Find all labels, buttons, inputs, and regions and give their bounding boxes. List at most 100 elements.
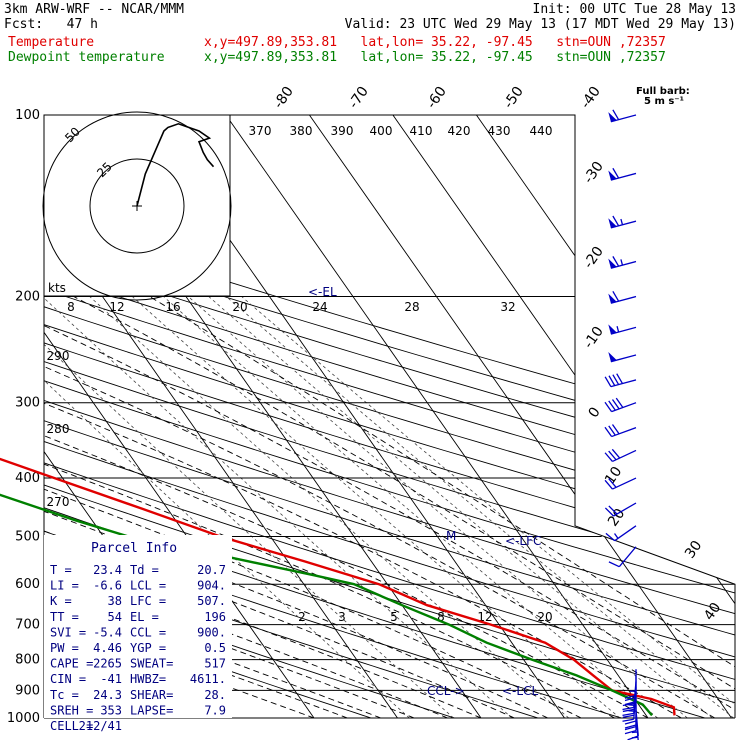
parcel-value: 28. [204, 688, 226, 702]
parcel-key: Tc = [50, 688, 79, 702]
isotherm-label: 40 [701, 600, 724, 624]
parcel-value: -41 [100, 672, 122, 686]
parcel-value: 38 [108, 594, 122, 608]
theta-label: 290 [47, 349, 70, 363]
isotherm [44, 115, 315, 718]
parcel-value: 54 [108, 610, 122, 624]
mixing-ratio-label: 5 [390, 610, 398, 624]
wind-barb [608, 352, 637, 363]
wind-barb [608, 291, 637, 304]
parcel-key: EL = [130, 610, 159, 624]
isotherm [476, 115, 735, 718]
parcel-value: 7.9 [204, 703, 226, 717]
parcel-value: 507. [197, 594, 226, 608]
level-marker: CCL-> [427, 684, 465, 698]
mixing-ratio-line [44, 296, 513, 718]
pressure-label: 100 [15, 108, 40, 123]
wind-barb [604, 448, 637, 463]
parcel-key: LAPSE= [130, 703, 173, 717]
mixing-ratio-label: 3 [338, 610, 346, 624]
mixing-ratio-label: 8 [437, 610, 445, 624]
pressure-label: 400 [15, 471, 40, 486]
parcel-value: 196 [204, 610, 226, 624]
pressure-label: 1000 [7, 711, 40, 726]
mixing-ratio-line [241, 296, 735, 718]
isotherm-label: -10 [581, 324, 607, 352]
parcel-value: 900. [197, 625, 226, 639]
parcel-value: 904. [197, 579, 226, 593]
isotherm-label: -60 [424, 84, 450, 112]
wind-barb [604, 397, 637, 413]
parcel-value: -5.4 [93, 625, 122, 639]
isotherm-label: 30 [682, 538, 705, 562]
pressure-label: 800 [15, 653, 40, 668]
init-time: Init: 00 UTC Tue 28 May 13 [532, 2, 737, 17]
mixing-ratio-label: 20 [537, 610, 552, 624]
isotherm-label: -70 [346, 84, 372, 112]
hodograph-trace [136, 122, 215, 207]
parcel-key: LCL = [130, 579, 166, 593]
pressure-label: 500 [15, 529, 40, 544]
temperature-profile [0, 457, 676, 716]
isotherm-label: -30 [581, 159, 607, 187]
theta-label: 370 [249, 124, 272, 138]
pressure-label: 900 [15, 683, 40, 698]
theta-label: 440 [530, 124, 553, 138]
barb-key-unit: 5 m s⁻¹ [644, 96, 684, 107]
moist-adiabat [149, 296, 735, 718]
wind-barb [622, 693, 637, 722]
parcel-title: Parcel Info [91, 541, 177, 556]
wind-barb [608, 215, 637, 229]
forecast-hour: Fcst: 47 h [4, 17, 98, 32]
mixing-ratio-label: 32 [500, 300, 515, 314]
isotherm [392, 115, 735, 718]
dry-adiabat [44, 115, 735, 718]
mixing-ratio-label: 28 [404, 300, 419, 314]
isotherm-label: -80 [271, 84, 297, 112]
parcel-value: 4.46 [93, 641, 122, 655]
wind-barb [605, 525, 637, 542]
temperature-location: x,y=497.89,353.81 lat,lon= 35.22, -97.45… [204, 35, 666, 50]
dry-adiabat [44, 115, 735, 718]
dry-adiabat [44, 115, 735, 718]
isotherm [309, 115, 732, 718]
isotherm [225, 115, 649, 718]
parcel-key: SREH = [50, 703, 93, 717]
dry-adiabat [44, 115, 735, 718]
hodograph-ring-outer [42, 111, 232, 301]
parcel-key: CELL = [50, 719, 93, 733]
model-title: 3km ARW-WRF -- NCAR/MMM [4, 2, 185, 17]
parcel-value: 212/41 [79, 719, 122, 733]
dry-adiabat [44, 115, 735, 718]
parcel-value: 20.7 [197, 563, 226, 577]
parcel-value: 23.4 [93, 563, 122, 577]
dry-adiabat [44, 115, 735, 718]
valid-time: Valid: 23 UTC Wed 29 May 13 (17 MDT Wed … [344, 17, 736, 32]
parcel-key: T = [50, 563, 72, 577]
pressure-label: 200 [15, 290, 40, 305]
wind-barb [608, 167, 637, 181]
theta-label: 400 [370, 124, 393, 138]
wind-barb [608, 546, 637, 568]
parcel-key: CIN = [50, 672, 86, 686]
mixing-ratio-label: 8 [67, 300, 75, 314]
parcel-key: K = [50, 594, 72, 608]
moist-adiabat [44, 296, 615, 718]
theta-label: 380 [290, 124, 313, 138]
mixing-ratio-label: 20 [232, 300, 247, 314]
mixing-ratio-label: 16 [165, 300, 180, 314]
dry-adiabat [44, 115, 372, 718]
wind-barb [631, 715, 639, 740]
parcel-key: PW = [50, 641, 79, 655]
pressure-label: 700 [15, 618, 40, 633]
parcel-key: LFC = [130, 594, 166, 608]
dry-adiabat [44, 115, 735, 718]
moist-adiabat [44, 296, 716, 718]
theta-label: 390 [331, 124, 354, 138]
mixing-ratio-line [208, 296, 713, 718]
parcel-key: CCL = [130, 625, 166, 639]
parcel-value: 0.5 [204, 641, 226, 655]
temperature-label: Temperature [8, 35, 95, 50]
theta-label: 280 [47, 422, 70, 436]
